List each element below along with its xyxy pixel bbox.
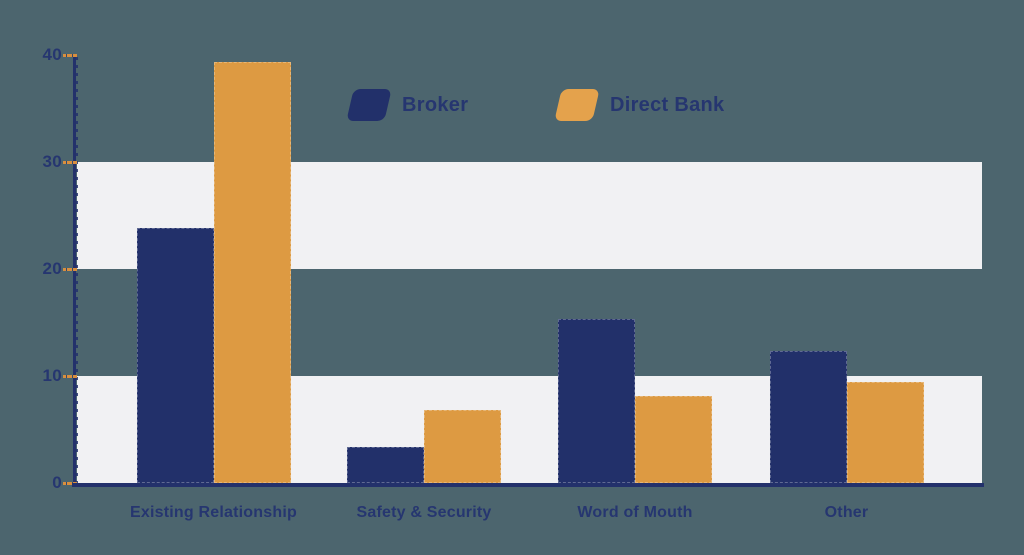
- legend-swatch-broker: [346, 89, 392, 121]
- x-label-word-of-mouth: Word of Mouth: [577, 504, 693, 521]
- y-tick-label-30: 30: [42, 152, 62, 171]
- y-tick-mark-40: [63, 54, 77, 57]
- legend-label-direct-bank: Direct Bank: [610, 94, 725, 116]
- bar-direct-bank-safety-security: [424, 410, 501, 483]
- y-tick-label-10: 10: [42, 366, 62, 385]
- y-axis-minor-ticks: [76, 57, 78, 483]
- y-tick-label-40: 40: [42, 45, 62, 64]
- legend-item-broker: Broker: [346, 89, 469, 121]
- x-label-existing-relationship: Existing Relationship: [130, 504, 297, 521]
- bar-direct-bank-word-of-mouth: [635, 396, 712, 483]
- legend-label-broker: Broker: [402, 94, 469, 116]
- bar-direct-bank-existing-relationship: [213, 62, 291, 483]
- bar-direct-bank-other: [846, 382, 924, 483]
- x-label-safety-security: Safety & Security: [356, 504, 492, 521]
- legend-item-direct-bank: Direct Bank: [554, 89, 725, 121]
- bar-broker-other: [769, 351, 847, 483]
- y-tick-mark-30: [63, 161, 77, 164]
- x-label-other: Other: [824, 504, 869, 521]
- bar-broker-existing-relationship: [136, 228, 214, 483]
- bar-broker-safety-security: [347, 446, 424, 483]
- y-tick-mark-10: [63, 375, 77, 378]
- x-axis-line: [72, 483, 984, 487]
- bar-broker-word-of-mouth: [558, 319, 635, 483]
- y-tick-label-0: 0: [52, 473, 62, 492]
- y-tick-label-20: 20: [42, 259, 62, 278]
- y-tick-mark-20: [63, 268, 77, 271]
- y-tick-mark-0: [63, 482, 77, 485]
- legend-swatch-direct-bank: [554, 89, 600, 121]
